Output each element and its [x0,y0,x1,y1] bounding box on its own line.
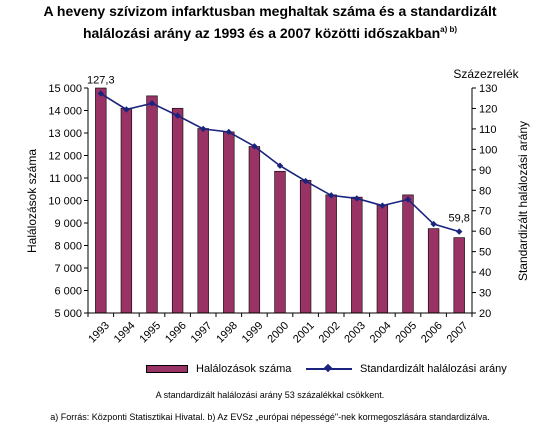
chart-title-line-2: halálozási arány az 1993 és a 2007 közöt… [0,21,540,42]
right-tick-label: 30 [479,288,491,300]
line-point-2004 [379,202,386,209]
x-tick-label: 1996 [163,320,189,346]
line-point-2001 [302,177,309,185]
line-point-1993 [97,90,104,97]
left-axis-label: Halálozások száma [25,149,39,253]
x-tick-label: 2005 [393,320,419,346]
chart-source-footnote: a) Forrás: Központi Statisztikai Hivatal… [50,412,490,422]
line-series: 127,3 59,8 [87,75,470,235]
bar-2001 [299,179,312,314]
bar-2000 [274,170,286,314]
x-tick-label: 2001 [291,320,317,346]
line-point-2003 [353,195,360,202]
x-tick-label: 2007 [445,320,471,346]
title-superscript: a) b) [440,25,458,34]
bar-2004 [376,204,389,314]
line-point-1998 [225,128,232,136]
legend-swatch-bars [146,365,188,373]
legend-swatch-line [306,364,352,374]
bar-1995 [146,95,158,314]
right-tick-label: 40 [479,267,491,279]
right-tick-label: 20 [479,308,491,320]
right-tick-label: 90 [479,165,491,177]
bar-2006 [427,228,440,314]
bar-2005 [402,194,414,314]
chart-note: A standardizált halálozási arány 53 száz… [155,390,385,400]
line-point-1999 [251,143,258,150]
data-label-2007: 59,8 [448,213,469,225]
x-tick-label: 2000 [265,320,291,346]
chart-title-line-1: A heveny szívizom infarktusban meghaltak… [43,3,497,19]
left-tick-label: 12 000 [48,151,82,163]
line-point-2000 [276,162,284,169]
bar-1998 [223,131,235,314]
line-point-1995 [148,100,156,107]
right-tick-label: 60 [479,226,491,238]
right-tick-label: 120 [479,103,497,115]
bar-2007 [453,237,465,314]
x-tick-label: 1993 [86,320,112,346]
x-axis-ticks: 1993 1994 1995 1996 1997 1998 1999 2000 2001 2002… [86,313,473,346]
bar-1997 [197,128,209,314]
x-tick-label: 1995 [137,320,163,346]
left-tick-label: 10 000 [48,196,82,208]
right-tick-label: 130 [479,83,497,95]
legend-label-line: Standardizált halálozási arány [360,363,507,375]
bar-1994 [120,107,133,314]
left-tick-label: 8 000 [54,241,82,253]
legend-item-line: Standardizált halálozási arány [306,363,507,375]
line-point-1996 [174,112,181,119]
x-tick-label: 1998 [214,320,240,346]
x-tick-label: 2004 [368,320,394,346]
data-label-1993: 127,3 [87,75,115,87]
x-tick-label: 1999 [240,320,266,346]
left-tick-label: 15 000 [48,83,82,95]
axes [87,88,473,314]
bar-1996 [171,107,184,314]
line-point-2005 [404,196,412,203]
left-tick-label: 14 000 [48,106,82,118]
bar-2002 [325,194,337,314]
x-tick-label: 2003 [342,320,368,346]
bar-1993 [95,87,107,314]
left-tick-label: 5 000 [54,308,82,320]
x-tick-label: 2006 [419,320,445,346]
line-point-1994 [123,106,130,113]
left-tick-label: 6 000 [54,286,82,298]
left-tick-label: 11 000 [49,173,82,185]
legend-label-bars: Halálozások száma [196,363,292,375]
x-tick-label: 1994 [112,320,138,346]
line-point-1997 [200,125,207,133]
line-point-2002 [328,192,335,199]
x-tick-label: 1997 [189,320,215,346]
chart-title-line-2-text: halálozási arány az 1993 és a 2007 közöt… [82,25,441,41]
right-tick-label: 70 [479,206,491,218]
bar-series [95,87,465,314]
right-tick-label: 80 [479,185,491,197]
left-axis-ticks: 5 000 6 000 7 000 8 000 9 000 10 000 11 000 12 … [48,83,88,320]
right-tick-label: 50 [479,247,491,259]
left-tick-label: 9 000 [54,218,82,230]
left-tick-label: 7 000 [54,263,82,275]
bar-2003 [351,196,363,314]
right-axis-unit: Százezrelék [453,67,519,81]
x-tick-label: 2002 [317,320,343,346]
bar-1999 [248,146,261,314]
right-tick-label: 110 [479,124,497,136]
legend-item-bars: Halálozások száma [146,363,291,375]
right-axis-ticks: 20 30 40 50 60 70 80 90 100 110 120 130 [472,83,497,320]
right-axis-label: Standardizált halálozási arány [516,121,530,281]
line-point-2006 [430,220,437,228]
right-tick-label: 100 [479,144,497,156]
line-point-2007 [456,228,463,235]
left-tick-label: 13 000 [48,128,82,140]
